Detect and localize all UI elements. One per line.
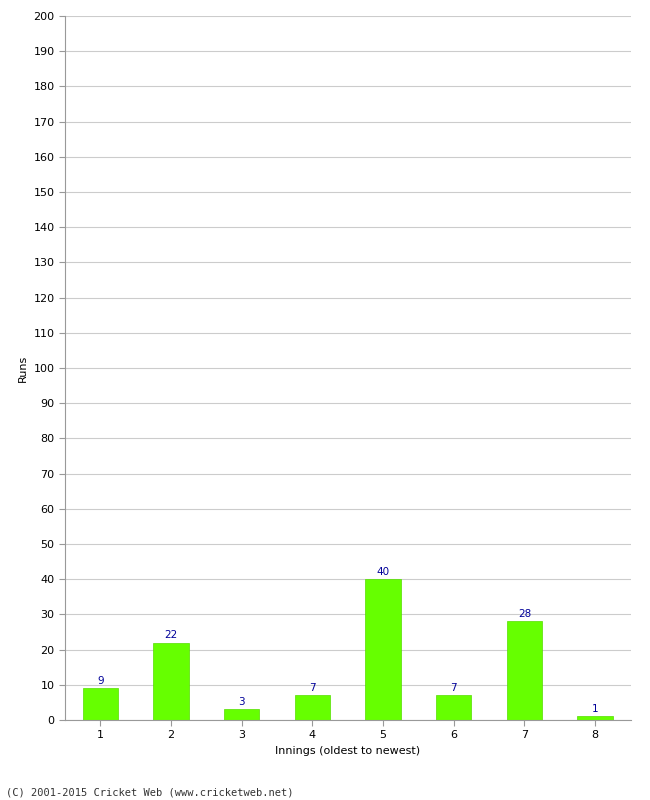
Bar (436, 695, 471, 720)
Text: (C) 2001-2015 Cricket Web (www.cricketweb.net): (C) 2001-2015 Cricket Web (www.cricketwe… (6, 787, 294, 798)
Bar (294, 695, 330, 720)
Text: 1: 1 (592, 704, 599, 714)
Text: 3: 3 (239, 698, 245, 707)
Text: 22: 22 (164, 630, 177, 641)
Y-axis label: Runs: Runs (18, 354, 28, 382)
Bar (224, 710, 259, 720)
Text: 9: 9 (97, 676, 103, 686)
Bar (153, 642, 188, 720)
Text: 7: 7 (450, 683, 457, 694)
Text: 28: 28 (518, 610, 531, 619)
Bar (507, 622, 542, 720)
Text: 7: 7 (309, 683, 316, 694)
Bar (365, 579, 401, 720)
X-axis label: Innings (oldest to newest): Innings (oldest to newest) (275, 746, 421, 756)
Text: 40: 40 (376, 567, 389, 577)
Bar (577, 717, 613, 720)
Bar (83, 688, 118, 720)
